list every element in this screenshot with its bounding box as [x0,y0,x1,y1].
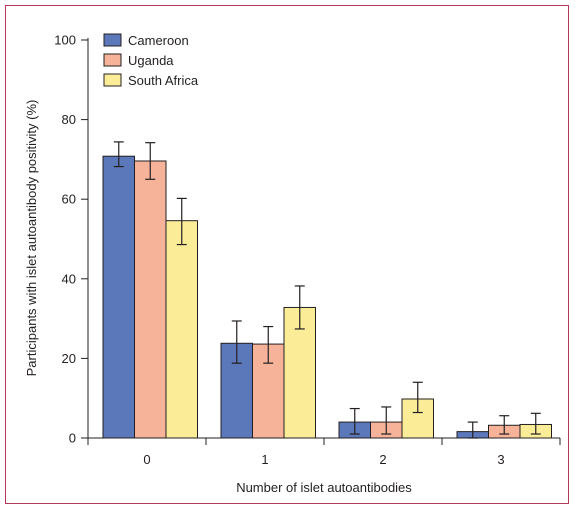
y-tick-label: 40 [62,271,76,286]
bar [165,220,198,439]
bar [220,342,253,439]
x-axis-title: Number of islet autoantibodies [236,480,412,495]
legend-label: Uganda [128,53,174,68]
x-tick-label: 2 [379,452,386,467]
legend-label: Cameroon [128,33,189,48]
legend-label: South Africa [128,73,199,88]
x-tick-label: 1 [261,452,268,467]
y-tick-label: 100 [54,33,76,48]
y-tick-label: 80 [62,112,76,127]
error-bars [113,141,541,439]
y-tick-label: 60 [62,192,76,207]
legend: Cameroon Uganda South Africa [103,33,199,88]
y-axis: 0 20 40 60 80 100 [54,33,89,446]
legend-swatch [103,33,122,47]
bar [134,160,167,439]
bar [102,155,135,439]
y-tick-label: 0 [69,431,76,446]
y-tick-label: 20 [62,351,76,366]
bars [102,155,552,439]
x-tick-label: 3 [497,452,504,467]
x-axis: 0 1 2 3 [87,437,561,467]
legend-swatch [103,53,122,67]
x-tick-label: 0 [143,452,150,467]
y-axis-title: Participants with islet autoantibody pos… [24,100,39,377]
legend-swatch [103,73,122,87]
